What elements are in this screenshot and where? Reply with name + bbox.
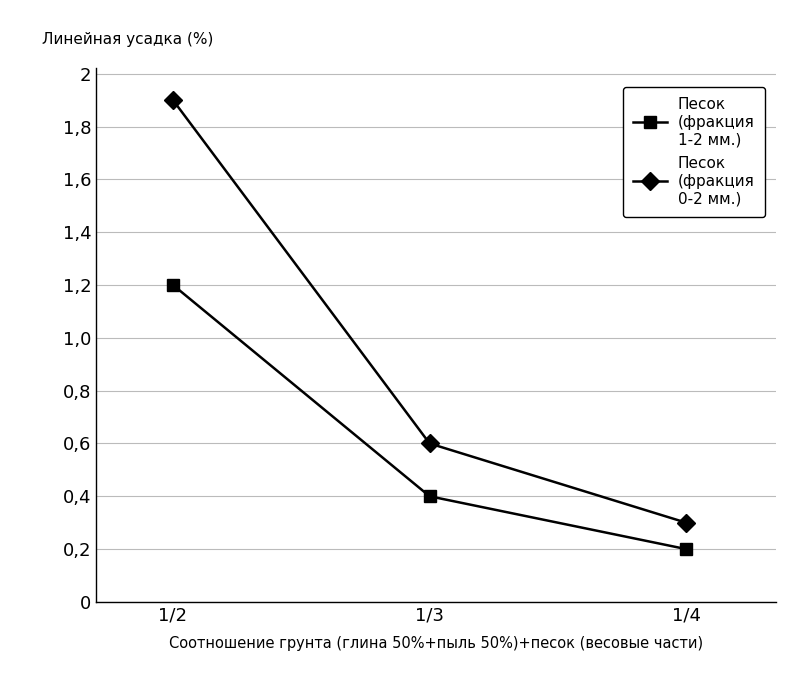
- Legend: Песок
(фракция
1-2 мм.), Песок
(фракция
0-2 мм.): Песок (фракция 1-2 мм.), Песок (фракция …: [622, 87, 765, 217]
- X-axis label: Соотношение грунта (глина 50%+пыль 50%)+песок (весовые части): Соотношение грунта (глина 50%+пыль 50%)+…: [169, 636, 703, 651]
- Text: Линейная усадка (%): Линейная усадка (%): [42, 32, 213, 47]
